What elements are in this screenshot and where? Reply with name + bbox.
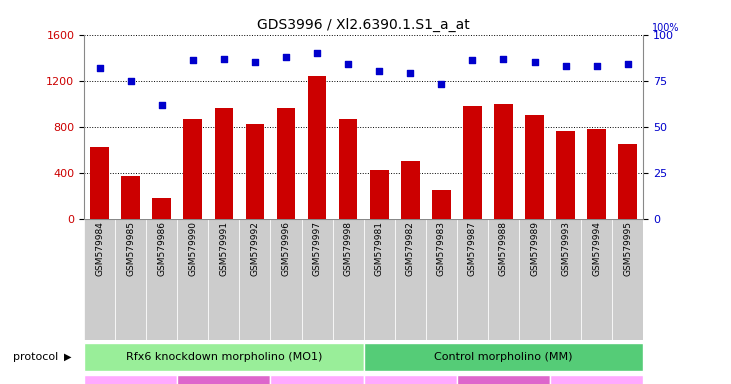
Bar [519, 219, 550, 340]
Bar [84, 219, 115, 340]
Text: 100%: 100% [651, 23, 679, 33]
Text: GSM579985: GSM579985 [126, 221, 135, 276]
Bar [432, 190, 450, 219]
Bar [525, 115, 544, 219]
Bar [556, 131, 575, 219]
Text: protocol: protocol [13, 352, 58, 362]
Point [156, 101, 167, 108]
Point [94, 65, 105, 71]
Bar [494, 104, 512, 219]
Bar [215, 108, 233, 219]
Text: GSM579991: GSM579991 [219, 221, 228, 276]
Bar [308, 76, 326, 219]
Text: GSM579988: GSM579988 [499, 221, 508, 276]
Bar [84, 343, 363, 371]
Bar [395, 219, 425, 340]
Text: GSM579995: GSM579995 [624, 221, 632, 276]
Bar [550, 219, 581, 340]
Text: Control morpholino (MM): Control morpholino (MM) [434, 352, 572, 362]
Bar [301, 219, 333, 340]
Text: ▶: ▶ [64, 352, 71, 362]
Text: GSM579986: GSM579986 [157, 221, 166, 276]
Bar [363, 219, 395, 340]
Point [436, 81, 447, 88]
Text: Rfx6 knockdown morpholino (MO1): Rfx6 knockdown morpholino (MO1) [126, 352, 322, 362]
Bar [177, 219, 208, 340]
Point [342, 61, 354, 67]
Text: GSM579984: GSM579984 [95, 221, 104, 276]
Bar [363, 343, 643, 371]
Bar [550, 375, 643, 384]
Text: GSM579992: GSM579992 [251, 221, 260, 276]
Bar [457, 219, 488, 340]
Point [218, 55, 230, 61]
Bar [183, 119, 202, 219]
Text: GSM579998: GSM579998 [344, 221, 352, 276]
Text: GSM579993: GSM579993 [561, 221, 570, 276]
Bar [370, 170, 388, 219]
Bar [463, 106, 482, 219]
Bar [152, 198, 171, 219]
Bar [177, 375, 270, 384]
Point [311, 50, 323, 56]
Title: GDS3996 / Xl2.6390.1.S1_a_at: GDS3996 / Xl2.6390.1.S1_a_at [257, 18, 470, 32]
Point [529, 59, 540, 65]
Point [622, 61, 634, 67]
Bar [581, 219, 612, 340]
Bar [239, 219, 270, 340]
Bar [457, 375, 550, 384]
Text: GSM579983: GSM579983 [437, 221, 446, 276]
Bar [618, 144, 637, 219]
Bar [90, 147, 109, 219]
Point [125, 78, 137, 84]
Bar [121, 176, 140, 219]
Bar [425, 219, 457, 340]
Bar [270, 219, 301, 340]
Text: GSM579994: GSM579994 [592, 221, 601, 276]
Text: GSM579996: GSM579996 [281, 221, 290, 276]
Text: GSM579982: GSM579982 [406, 221, 414, 276]
Text: GSM579990: GSM579990 [189, 221, 197, 276]
Point [591, 63, 602, 69]
Bar [115, 219, 146, 340]
Bar [208, 219, 239, 340]
Text: GSM579989: GSM579989 [530, 221, 539, 276]
Point [404, 70, 416, 76]
Point [249, 59, 261, 65]
Point [466, 57, 478, 63]
Point [498, 55, 510, 61]
Bar [363, 375, 457, 384]
Bar [488, 219, 519, 340]
Bar [84, 375, 177, 384]
Text: GSM579987: GSM579987 [468, 221, 477, 276]
Text: GSM579997: GSM579997 [313, 221, 322, 276]
Bar [338, 119, 357, 219]
Point [560, 63, 572, 69]
Point [374, 68, 385, 74]
Text: GSM579981: GSM579981 [375, 221, 384, 276]
Bar [401, 161, 420, 219]
Bar [270, 375, 363, 384]
Bar [333, 219, 363, 340]
Bar [146, 219, 177, 340]
Bar [246, 124, 264, 219]
Bar [587, 129, 606, 219]
Bar [612, 219, 643, 340]
Point [187, 57, 199, 63]
Point [280, 54, 292, 60]
Bar [276, 108, 295, 219]
